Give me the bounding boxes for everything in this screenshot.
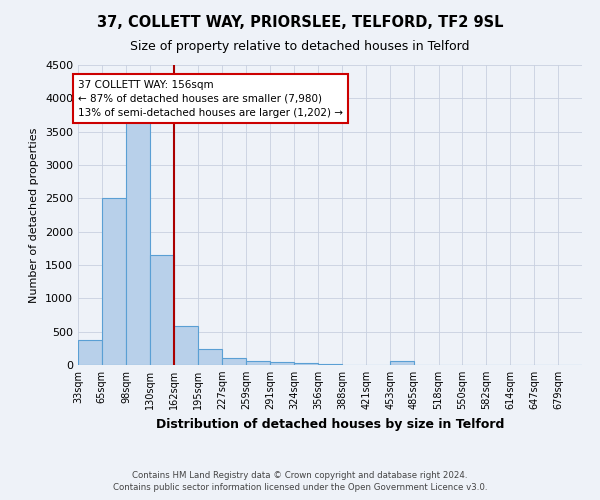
X-axis label: Distribution of detached houses by size in Telford: Distribution of detached houses by size … bbox=[156, 418, 504, 430]
Bar bbox=[318, 364, 342, 365]
Bar bbox=[246, 361, 270, 365]
Bar bbox=[78, 340, 102, 365]
Text: Size of property relative to detached houses in Telford: Size of property relative to detached ho… bbox=[130, 40, 470, 53]
Bar bbox=[102, 198, 125, 365]
Text: 37 COLLETT WAY: 156sqm
← 87% of detached houses are smaller (7,980)
13% of semi-: 37 COLLETT WAY: 156sqm ← 87% of detached… bbox=[78, 80, 343, 118]
Bar bbox=[127, 115, 150, 365]
Y-axis label: Number of detached properties: Number of detached properties bbox=[29, 128, 40, 302]
Bar bbox=[270, 362, 293, 365]
Bar bbox=[390, 362, 414, 365]
Bar bbox=[174, 326, 197, 365]
Bar bbox=[222, 358, 246, 365]
Bar bbox=[295, 364, 318, 365]
Text: Contains HM Land Registry data © Crown copyright and database right 2024.
Contai: Contains HM Land Registry data © Crown c… bbox=[113, 471, 487, 492]
Text: 37, COLLETT WAY, PRIORSLEE, TELFORD, TF2 9SL: 37, COLLETT WAY, PRIORSLEE, TELFORD, TF2… bbox=[97, 15, 503, 30]
Bar bbox=[150, 255, 174, 365]
Bar bbox=[199, 349, 222, 365]
